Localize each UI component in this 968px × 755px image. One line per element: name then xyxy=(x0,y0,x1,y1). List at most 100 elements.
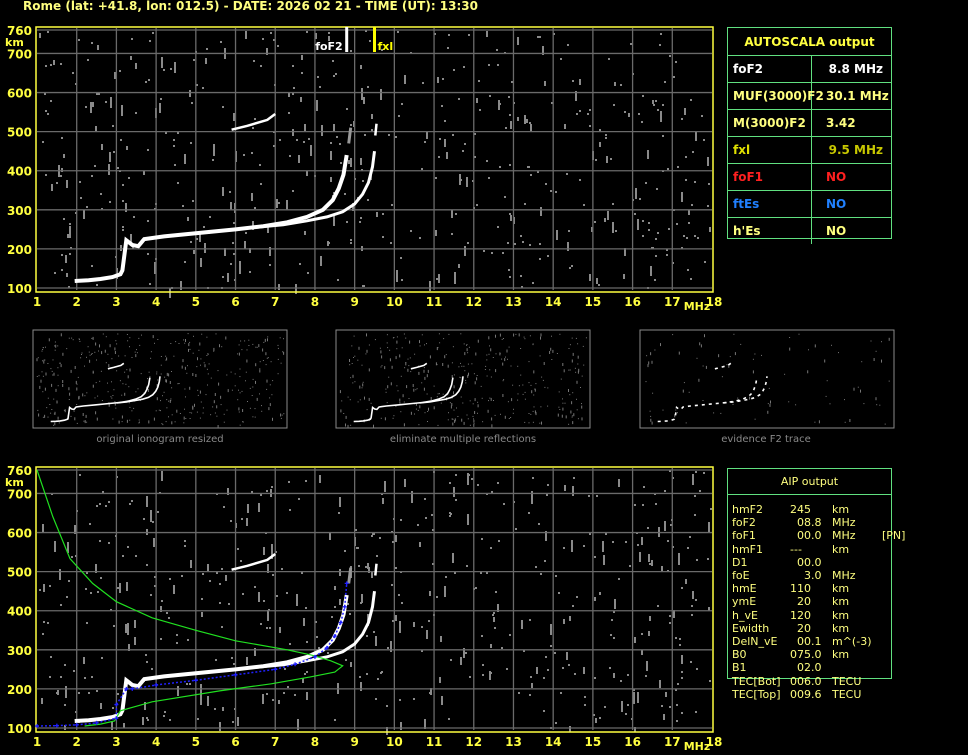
noise-dot xyxy=(361,594,363,603)
noise-dot xyxy=(128,177,130,179)
noise-dot xyxy=(688,222,690,224)
thumbnail-noise xyxy=(51,383,53,387)
thumbnail-noise xyxy=(208,363,210,365)
thumbnail-noise xyxy=(160,364,162,366)
thumbnail-noise xyxy=(397,390,399,392)
noise-dot xyxy=(251,491,253,493)
noise-dot xyxy=(670,524,672,526)
noise-dot xyxy=(363,97,365,104)
noise-dot xyxy=(60,175,62,177)
noise-dot xyxy=(278,700,280,704)
thumbnail-noise xyxy=(223,413,225,415)
thumbnail-noise xyxy=(467,374,469,378)
thumbnail-noise xyxy=(424,412,426,414)
noise-dot xyxy=(537,36,539,38)
noise-dot xyxy=(189,683,191,685)
thumbnail-noise xyxy=(166,372,168,376)
noise-dot xyxy=(637,219,639,230)
thumbnail-noise xyxy=(414,413,415,415)
thumbnail-noise xyxy=(520,374,522,376)
thumbnail-noise xyxy=(171,387,173,389)
thumbnail-noise xyxy=(407,358,409,360)
thumbnail-noise xyxy=(700,344,702,348)
noise-dot xyxy=(365,566,367,568)
thumbnail-noise xyxy=(225,336,227,340)
thumbnail-noise xyxy=(662,409,664,411)
noise-dot xyxy=(572,605,574,607)
thumbnail-noise xyxy=(202,407,204,409)
noise-dot xyxy=(621,701,623,712)
thumbnail-noise xyxy=(213,400,215,404)
thumbnail-noise xyxy=(111,397,113,399)
noise-dot xyxy=(304,231,306,235)
noise-dot xyxy=(277,45,279,47)
thumbnail-noise xyxy=(128,402,130,404)
thumbnail-noise xyxy=(568,423,570,425)
noise-dot xyxy=(694,235,696,237)
thumbnail-noise xyxy=(252,386,254,388)
noise-dot xyxy=(391,204,393,206)
noise-dot xyxy=(489,95,491,97)
thumbnail-noise xyxy=(387,347,389,349)
aip-density-profile xyxy=(36,469,344,727)
noise-dot xyxy=(595,718,597,723)
noise-dot xyxy=(620,680,622,682)
thumbnail-0 xyxy=(32,329,288,429)
noise-dot xyxy=(144,702,146,710)
thumbnail-noise xyxy=(169,399,171,403)
noise-dot xyxy=(437,77,439,83)
noise-dot xyxy=(633,689,635,691)
noise-dot xyxy=(509,213,511,215)
noise-dot xyxy=(375,636,377,646)
x-tick-label: 11 xyxy=(426,735,443,749)
noise-dot xyxy=(319,475,321,483)
noise-dot xyxy=(620,84,622,86)
thumbnail-noise xyxy=(160,410,161,412)
thumbnail-noise xyxy=(405,337,407,339)
noise-dot xyxy=(488,64,490,66)
noise-dot xyxy=(572,80,574,82)
noise-dot xyxy=(436,596,438,598)
thumbnail-noise xyxy=(256,397,258,401)
thumbnail-noise xyxy=(529,335,531,337)
noise-dot xyxy=(205,58,207,64)
noise-dot xyxy=(222,106,224,108)
noise-dot xyxy=(352,206,354,211)
thumbnail-noise xyxy=(345,415,347,419)
thumbnail-noise xyxy=(508,346,510,348)
noise-dot xyxy=(299,263,301,265)
thumbnail-noise xyxy=(784,373,786,375)
thumbnail-noise xyxy=(279,337,281,339)
noise-dot xyxy=(471,478,473,480)
thumbnail-noise xyxy=(171,421,173,425)
thumbnail-noise xyxy=(440,402,442,404)
aip-unit: MHz xyxy=(832,569,856,583)
aip-unit xyxy=(832,661,882,674)
thumbnail-noise xyxy=(405,362,407,363)
thumbnail-noise xyxy=(577,355,579,359)
thumbnail-noise xyxy=(444,355,446,359)
thumbnail-noise xyxy=(515,333,517,335)
noise-dot xyxy=(583,667,585,674)
noise-dot xyxy=(230,520,232,522)
thumbnail-noise xyxy=(350,377,352,379)
noise-dot xyxy=(54,541,56,552)
y-tick-label: 300 xyxy=(7,204,32,218)
thumbnail-noise xyxy=(75,380,77,384)
thumbnail-noise xyxy=(70,369,72,373)
thumbnail-noise xyxy=(518,333,520,337)
thumbnail-noise xyxy=(199,342,201,346)
noise-dot xyxy=(466,565,468,567)
noise-dot xyxy=(692,151,694,153)
thumbnail-noise xyxy=(419,345,421,347)
noise-dot xyxy=(430,688,432,695)
thumbnail-noise xyxy=(166,407,168,409)
autoscala-label: foF1 xyxy=(728,164,812,190)
noise-dot xyxy=(635,188,637,199)
noise-dot xyxy=(395,535,397,542)
noise-dot xyxy=(80,197,82,199)
noise-dot xyxy=(446,152,448,159)
thumbnail-noise xyxy=(702,400,704,401)
thumbnail-noise xyxy=(399,398,401,402)
thumbnail-noise xyxy=(482,421,484,423)
